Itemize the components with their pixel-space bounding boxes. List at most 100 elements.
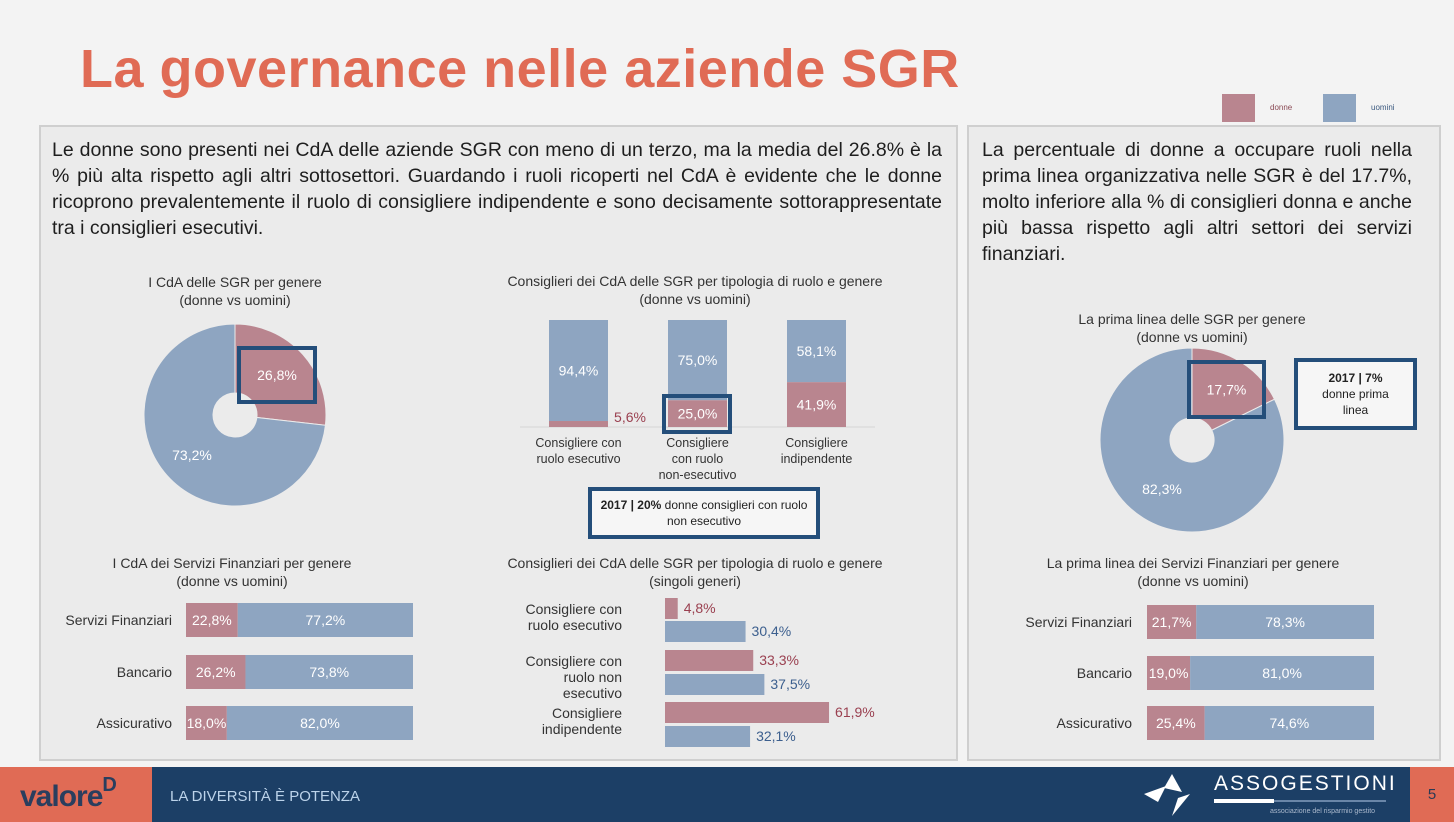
- category-label: Bancario: [117, 664, 172, 680]
- category-label: Consigliere: [666, 436, 729, 450]
- logo-text: valore: [20, 780, 103, 813]
- category-label: Assicurativo: [97, 715, 173, 731]
- bar-donne: [1147, 605, 1197, 639]
- category-label: Bancario: [1077, 665, 1132, 681]
- note-board-bold: 2017 | 20%: [600, 498, 662, 512]
- category-label: Consigliere: [552, 705, 622, 721]
- column-label-uomini: 75,0%: [678, 352, 718, 368]
- bar-label-uomini: 78,3%: [1265, 614, 1305, 630]
- category-label: ruolo esecutivo: [536, 452, 620, 466]
- bar-uomini: [237, 603, 413, 637]
- note-board-2017: 2017 | 20% donne consiglieri con ruolo n…: [588, 487, 820, 539]
- bar-uomini: [226, 706, 413, 740]
- bar-uomini: [665, 621, 746, 642]
- column-uomini: [668, 320, 727, 401]
- pie-label-donne: 26,8%: [257, 367, 297, 383]
- category-label: Consigliere con: [526, 653, 623, 669]
- bar-label-donne: 26,2%: [196, 664, 236, 680]
- bar-donne: [665, 650, 754, 671]
- bar-label-donne: 22,8%: [192, 612, 232, 628]
- column-donne: [668, 400, 727, 427]
- right-panel: [967, 125, 1441, 761]
- left-description: Le donne sono presenti nei CdA delle azi…: [52, 139, 942, 239]
- bar-label-donne: 19,0%: [1149, 665, 1189, 681]
- category-label: ruolo non: [564, 669, 622, 685]
- chart-title: La prima linea dei Servizi Finanziari pe…: [1047, 555, 1340, 571]
- note-firstline-text: donne prima linea: [1322, 387, 1389, 417]
- assogestioni-star-icon: [1144, 774, 1190, 816]
- bar-donne: [665, 598, 678, 619]
- column-label-donne: 25,0%: [678, 406, 718, 422]
- footer-slogan: LA DIVERSITÀ È POTENZA: [170, 788, 361, 805]
- bar-label-donne: 21,7%: [1152, 614, 1192, 630]
- chart-subtitle: (donne vs uomini): [1137, 573, 1248, 589]
- pie-slice-uomini: [143, 323, 326, 507]
- bar-donne: [1147, 706, 1205, 740]
- category-label: Consigliere: [785, 436, 848, 450]
- category-label: con ruolo: [672, 452, 723, 466]
- legend-swatch-donne: [1222, 94, 1255, 122]
- legend-label-donne: donne: [1270, 103, 1293, 112]
- pie-label-donne: 17,7%: [1207, 382, 1247, 398]
- column-uomini: [549, 320, 608, 422]
- legend-label-uomini: uomini: [1371, 103, 1395, 112]
- bar-label-uomini: 30,4%: [752, 623, 792, 639]
- bar-label-uomini: 82,0%: [300, 715, 340, 731]
- bar-donne: [665, 702, 830, 723]
- pie-slice-uomini: [1099, 347, 1285, 533]
- category-label: esecutivo: [563, 685, 622, 701]
- column-label-uomini: 94,4%: [559, 363, 599, 379]
- bar-label-donne: 18,0%: [187, 715, 227, 731]
- category-label: indipendente: [781, 452, 853, 466]
- bar-label-donne: 25,4%: [1156, 715, 1196, 731]
- category-label: non-esecutivo: [659, 468, 737, 482]
- bar-label-uomini: 32,1%: [756, 728, 796, 744]
- logo-sup: D: [102, 774, 116, 796]
- column-label-donne: 41,9%: [797, 397, 837, 413]
- bar-label-uomini: 81,0%: [1262, 665, 1302, 681]
- bar-uomini: [665, 726, 751, 747]
- column-donne: [549, 421, 608, 427]
- chart-subtitle: (donne vs uomini): [1136, 329, 1247, 345]
- category-label: Servizi Finanziari: [1025, 614, 1132, 630]
- chart-title: I CdA dei Servizi Finanziari per genere: [113, 555, 352, 571]
- bar-label-donne: 33,3%: [759, 652, 799, 668]
- bar-uomini: [665, 674, 765, 695]
- category-label: Consigliere con: [526, 601, 623, 617]
- highlight-box: [1187, 360, 1266, 419]
- bar-donne: [186, 655, 246, 689]
- bar-label-donne: 4,8%: [684, 600, 716, 616]
- bar-uomini: [1196, 605, 1374, 639]
- category-label: indipendente: [542, 721, 622, 737]
- pie-label-uomini: 73,2%: [172, 447, 212, 463]
- page-title: La governance nelle aziende SGR: [80, 39, 960, 99]
- column-uomini: [787, 320, 846, 383]
- highlight-box: [237, 346, 317, 404]
- logo-rule: [1214, 800, 1386, 802]
- bar-label-uomini: 37,5%: [770, 676, 810, 692]
- note-firstline-bold: 2017 | 7%: [1328, 371, 1383, 385]
- assogestioni-tagline: associazione del risparmio gestito: [1270, 808, 1376, 815]
- bar-donne: [186, 706, 227, 740]
- bar-label-donne: 61,9%: [835, 704, 875, 720]
- assogestioni-logo: ASSOGESTIONI: [1214, 772, 1397, 795]
- pie-label-uomini: 82,3%: [1142, 481, 1182, 497]
- footer-logo-area: [0, 767, 152, 822]
- bar-label-uomini: 73,8%: [309, 664, 349, 680]
- valored-logo: valoreD: [20, 774, 117, 814]
- bar-uomini: [245, 655, 413, 689]
- chart-title: Consiglieri dei CdA delle SGR per tipolo…: [507, 273, 882, 289]
- footer-bar: [152, 767, 1410, 822]
- chart-subtitle: (singoli generi): [649, 573, 741, 589]
- chart-subtitle: (donne vs uomini): [179, 292, 290, 308]
- page-number: 5: [1410, 767, 1454, 822]
- chart-title: I CdA delle SGR per genere: [148, 274, 322, 290]
- bar-label-uomini: 74,6%: [1269, 715, 1309, 731]
- chart-subtitle: (donne vs uomini): [176, 573, 287, 589]
- logo-rule-accent: [1214, 799, 1274, 803]
- bar-donne: [1147, 656, 1191, 690]
- note-firstline-2017: 2017 | 7% donne prima linea: [1294, 358, 1417, 430]
- category-label: Consigliere con: [535, 436, 621, 450]
- chart-title: La prima linea delle SGR per genere: [1078, 311, 1305, 327]
